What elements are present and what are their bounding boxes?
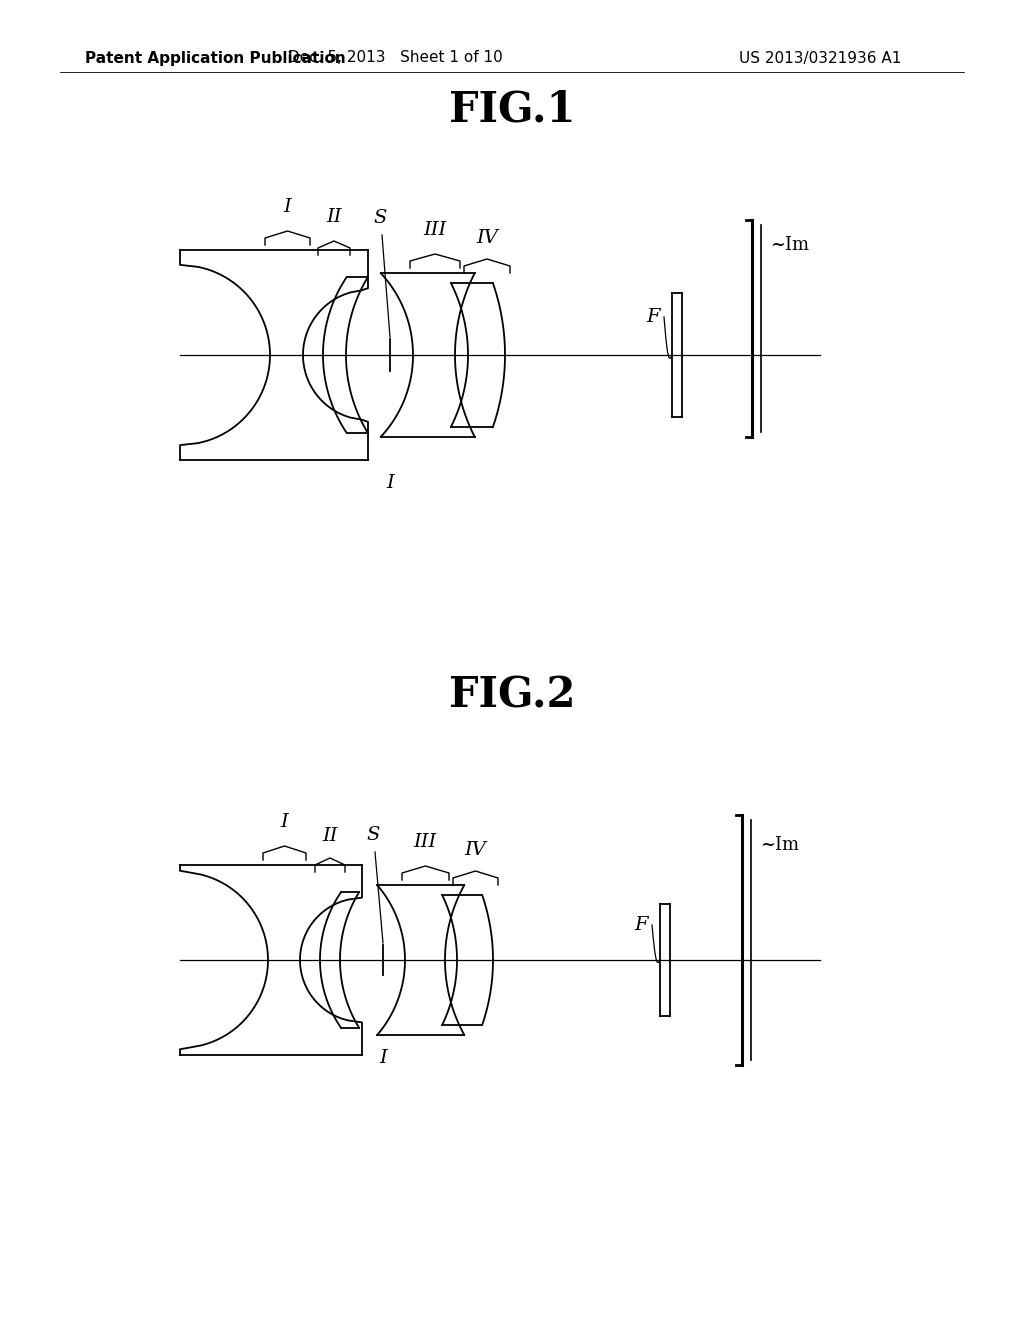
Text: S: S — [367, 826, 380, 843]
Text: IV: IV — [476, 228, 498, 247]
Text: III: III — [423, 220, 446, 239]
Text: FIG.2: FIG.2 — [449, 675, 575, 715]
Text: S: S — [374, 209, 387, 227]
Text: II: II — [323, 828, 338, 845]
Text: ~Im: ~Im — [760, 836, 799, 854]
Text: IV: IV — [464, 841, 486, 859]
Text: I: I — [386, 474, 394, 492]
Text: FIG.1: FIG.1 — [449, 88, 575, 131]
Text: I: I — [281, 813, 288, 832]
Text: III: III — [414, 833, 436, 851]
Text: I: I — [283, 198, 291, 216]
Text: II: II — [327, 209, 342, 226]
Text: F: F — [635, 916, 648, 935]
Text: I: I — [379, 1049, 387, 1067]
Text: Dec. 5, 2013   Sheet 1 of 10: Dec. 5, 2013 Sheet 1 of 10 — [288, 50, 503, 66]
Text: ~Im: ~Im — [770, 236, 809, 253]
Text: F: F — [646, 308, 660, 326]
Text: US 2013/0321936 A1: US 2013/0321936 A1 — [738, 50, 901, 66]
Text: Patent Application Publication: Patent Application Publication — [85, 50, 346, 66]
